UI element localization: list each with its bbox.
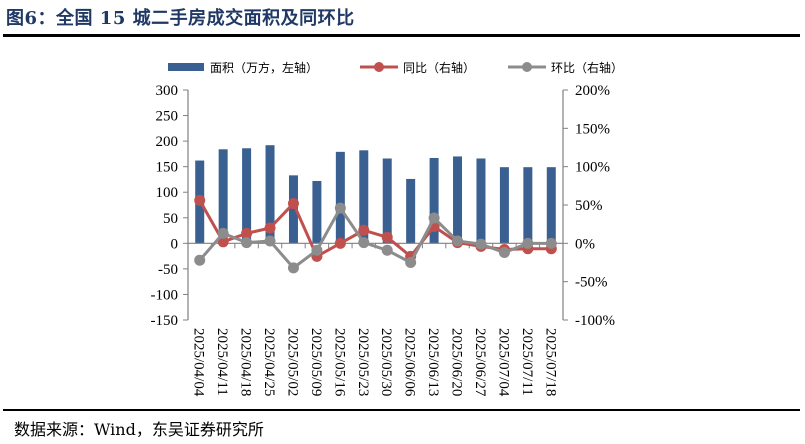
bar [312,180,322,244]
mom-marker [217,227,229,239]
right-y-tick-label: -100% [575,313,615,329]
bar [476,158,486,244]
bar [335,151,345,244]
right-y-tick-label: -50% [575,275,608,291]
bottom-rule [3,409,800,411]
legend-yoy-marker [374,62,384,72]
mom-marker [358,237,370,249]
x-tick-label: 2025/07/11 [519,328,535,396]
right-y-tick-label: 150% [575,121,610,137]
bar [288,175,298,244]
yoy-marker [264,222,276,234]
right-y-tick-label: 50% [575,198,603,214]
x-tick-label: 2025/07/18 [542,328,558,396]
bar [453,156,463,244]
mom-marker [381,244,393,256]
left-y-tick-label: -100 [151,287,179,303]
x-tick-label: 2025/04/18 [238,328,254,396]
bar [265,145,275,244]
x-tick-label: 2025/05/16 [331,328,347,397]
x-tick-label: 2025/06/06 [402,328,418,397]
yoy-marker [241,227,253,239]
yoy-marker [381,231,393,243]
x-tick-label: 2025/06/20 [449,328,465,396]
mom-line [198,206,552,270]
bar [242,148,252,244]
left-y-tick-label: 250 [156,109,179,125]
mom-marker [498,247,510,259]
x-tick-label: 2025/05/23 [355,328,371,396]
mom-marker [452,235,464,247]
legend-bar-swatch [168,63,204,71]
left-y-tick-label: 50 [163,211,178,227]
mom-marker [241,237,253,249]
mom-marker [428,212,440,224]
mom-marker [334,202,346,214]
x-tick-label: 2025/06/27 [472,328,488,397]
legend-mom-marker [522,62,532,72]
bar [382,158,392,244]
yoy-marker [217,236,229,248]
mom-marker [264,235,276,247]
mom-marker [405,257,417,268]
legend-mom-label: 环比（右轴） [551,60,623,75]
x-tick-label: 2025/05/02 [284,328,300,396]
yoy-marker [287,197,299,209]
top-rule [3,34,800,37]
legend-bar-label: 面积（万方，左轴） [210,60,318,75]
yoy-marker [194,194,206,206]
right-y-tick-label: 100% [575,160,610,176]
left-y-tick-label: 300 [156,83,179,99]
x-tick-label: 2025/05/09 [308,328,324,396]
x-tick-label: 2025/04/04 [191,328,207,397]
bar [429,157,439,244]
bar [218,149,228,244]
legend-yoy-label: 同比（右轴） [403,60,475,75]
x-tick-label: 2025/04/25 [261,328,277,396]
mom-marker [287,262,299,274]
left-y-tick-label: -50 [158,262,178,278]
bar [546,167,556,244]
left-y-tick-label: 100 [156,185,179,201]
mom-marker [545,237,557,249]
mom-marker [522,237,534,249]
x-tick-label: 2025/05/30 [378,328,394,396]
left-y-tick-label: 0 [171,236,179,252]
right-y-tick-label: 0% [575,236,595,252]
x-tick-label: 2025/07/04 [495,328,511,397]
yoy-marker [334,237,346,249]
left-y-tick-label: 150 [156,160,179,176]
figure-title: 图6：全国 15 城二手房成交面积及同环比 [6,8,355,29]
left-y-tick-label: -150 [151,313,179,329]
bar [406,178,416,244]
chart-area: 300 250 200 150 100 50 0 -50 -100 -150 200% 150% 100… [151,60,624,397]
mom-marker [475,238,487,250]
source-note: 数据来源：Wind，东吴证券研究所 [14,420,264,439]
bar [359,150,369,244]
x-tick-label: 2025/04/11 [214,328,230,396]
right-y-tick-label: 200% [575,83,610,99]
yoy-marker [358,224,370,236]
mom-marker [194,254,206,266]
x-tick-label: 2025/06/13 [425,328,441,396]
bar [499,167,509,244]
bar [523,167,533,244]
left-y-tick-label: 200 [156,134,179,150]
mom-marker [311,244,323,256]
